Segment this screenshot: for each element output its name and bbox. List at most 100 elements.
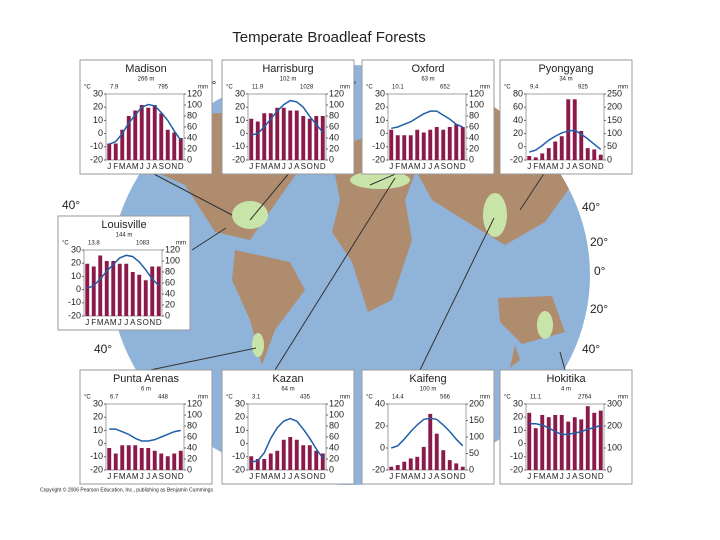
precip-bar: [91, 266, 96, 316]
precip-bar: [533, 157, 538, 160]
y2-tick-label: 300: [607, 398, 622, 408]
month-label: S: [301, 162, 306, 171]
y2-tick-label: 0: [165, 310, 170, 320]
precip-bar: [454, 463, 459, 470]
y-tick-label: -20: [90, 464, 103, 474]
month-label: M: [552, 162, 559, 171]
month-label: F: [395, 162, 400, 171]
month-label: J: [140, 162, 144, 171]
precip-bar: [294, 110, 299, 160]
elevation: 266 m: [138, 77, 155, 83]
precip-bar: [314, 450, 319, 470]
month-label: S: [301, 472, 306, 481]
precip-bar: [415, 456, 420, 470]
y2-tick-label: 40: [329, 132, 339, 142]
month-label: N: [591, 472, 597, 481]
precip-bar: [389, 129, 394, 160]
precip-bar: [165, 456, 170, 470]
copyright: Copyright © 2006 Pearson Education, Inc.…: [40, 486, 213, 493]
y-tick-label: 0: [380, 128, 385, 138]
month-label: S: [159, 472, 164, 481]
y2-tick-label: 120: [469, 88, 484, 98]
month-label: J: [124, 318, 128, 327]
month-label: M: [110, 318, 117, 327]
y-tick-label: 10: [235, 115, 245, 125]
plot-frame: [525, 403, 605, 471]
y-tick-label: -20: [510, 464, 523, 474]
precip-bar: [152, 105, 157, 160]
chart-panel: [79, 59, 213, 175]
month-label: A: [572, 472, 578, 481]
y2-tick-label: 120: [187, 88, 202, 98]
y2-tick-label: 60: [187, 431, 197, 441]
y2-tick-label: 200: [607, 102, 622, 112]
month-label: M: [132, 162, 139, 171]
temp-unit: °C: [84, 395, 91, 401]
precip-bar: [107, 143, 112, 160]
temp-line: [529, 129, 602, 153]
y-tick-label: 20: [93, 412, 103, 422]
y-tick-label: 20: [235, 412, 245, 422]
y-tick-label: 10: [93, 425, 103, 435]
station-name: Pyongyang: [538, 63, 593, 75]
y2-tick-label: 20: [187, 143, 197, 153]
month-label: F: [91, 318, 96, 327]
y-tick-label: 0: [98, 128, 103, 138]
y-tick-label: 0: [240, 128, 245, 138]
precip-bar: [559, 136, 564, 160]
precip-bar: [139, 448, 144, 470]
precip-bar: [402, 461, 407, 470]
y-tick-label: 30: [235, 398, 245, 408]
temp-unit: °C: [84, 85, 91, 91]
elevation: 34 m: [559, 77, 572, 83]
precip-bar: [281, 107, 286, 160]
y2-tick-label: 120: [329, 88, 344, 98]
month-label: M: [261, 472, 268, 481]
y2-tick-label: 100: [607, 128, 622, 138]
precip-bar: [428, 129, 433, 160]
precip-unit: mm: [340, 395, 350, 401]
y-tick-label: 10: [93, 115, 103, 125]
month-label: S: [441, 472, 446, 481]
precip-bar: [460, 127, 465, 160]
latitude-label: 40°: [582, 200, 600, 214]
chart-panel: [221, 59, 355, 175]
temp-line: [251, 99, 324, 136]
temp-line: [251, 417, 324, 463]
y-tick-label: 10: [235, 425, 245, 435]
month-label: D: [320, 472, 326, 481]
elevation: 6 m: [141, 387, 151, 393]
month-label: S: [579, 162, 584, 171]
y-tick-label: -20: [232, 154, 245, 164]
precip-bar: [460, 466, 465, 470]
precip-bar: [268, 453, 273, 470]
month-label: J: [249, 472, 253, 481]
chart-panel: [499, 369, 633, 485]
y-tick-label: 30: [375, 88, 385, 98]
y-tick-label: 0: [518, 141, 523, 151]
climate-chart: Pyongyang 34 m °C 9.4 925 mm -20 0 20 40 60 80 0 50 10…: [499, 59, 633, 175]
y2-tick-label: 150: [469, 415, 484, 425]
month-label: N: [453, 162, 459, 171]
y2-tick-label: 100: [469, 431, 484, 441]
precip-bar: [143, 280, 148, 316]
y-tick-label: 80: [513, 88, 523, 98]
month-label: J: [566, 162, 570, 171]
precip-bar: [579, 419, 584, 470]
precip-bar: [428, 413, 433, 470]
latitude-label: 40°: [582, 342, 600, 356]
month-label: J: [288, 472, 292, 481]
climate-chart: Louisville 144 m °C 13.8 1083 mm -20 -10 0 10 20 30…: [57, 215, 191, 331]
precip-bar: [275, 450, 280, 470]
temp-unit: °C: [226, 395, 233, 401]
connector: [149, 347, 257, 371]
precip-bar: [566, 421, 571, 470]
y2-tick-label: 100: [329, 409, 344, 419]
month-label: O: [143, 318, 149, 327]
y2-tick-label: 50: [469, 448, 479, 458]
y2-tick-label: 120: [329, 398, 344, 408]
precip-bar: [585, 148, 590, 160]
month-label: D: [178, 162, 184, 171]
